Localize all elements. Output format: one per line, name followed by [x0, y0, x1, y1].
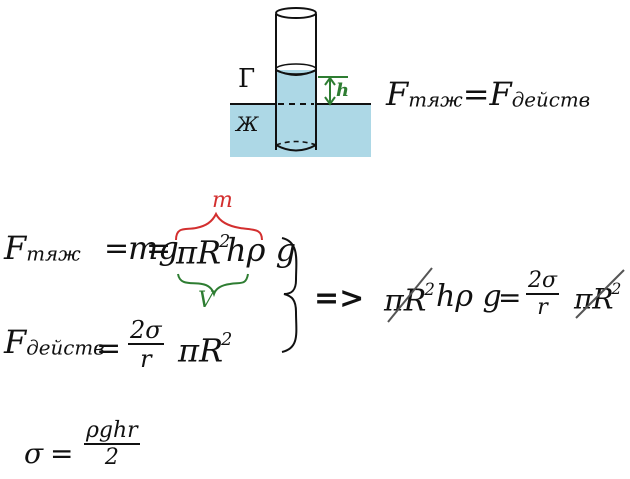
result-eq: = — [498, 281, 522, 314]
tube-liquid-column — [276, 70, 316, 148]
surface-lhs-symbol: F — [4, 323, 27, 361]
height-label: h — [336, 80, 350, 101]
final-lhs: σ — [24, 437, 44, 470]
gravity-power: 2 — [219, 232, 231, 252]
surface-den: r — [140, 345, 152, 373]
balance-right: F — [489, 75, 512, 113]
gravity-lhs-symbol: F — [4, 229, 27, 267]
result-pi-r-right-text: πR — [574, 282, 614, 316]
balance-equation: Fтяж=Fдейств — [386, 78, 590, 110]
surface-pi-r-text: πR — [178, 331, 224, 370]
balance-equals: = — [462, 75, 490, 113]
result-mid: hρ g — [436, 279, 502, 314]
gravity-mg: mg — [128, 229, 179, 267]
result-num: 2σ — [526, 268, 560, 295]
gravity-eq1: = — [104, 231, 130, 266]
brace-bottom-label: V — [198, 288, 214, 313]
result-den: r — [537, 295, 548, 320]
surface-fraction: 2σ r — [128, 318, 164, 371]
gas-label: Г — [238, 64, 256, 94]
tube-top-ellipse — [275, 7, 317, 19]
result-pi-r-left-text: πR — [384, 283, 427, 319]
surface-lhs: Fдейств — [4, 326, 105, 358]
gravity-pi-r-text: πR — [176, 233, 222, 272]
surface-pi-r: πR2 — [178, 330, 233, 370]
final-fraction: ρghr 2 — [84, 420, 140, 469]
height-arrow-head-top — [324, 76, 336, 86]
result-implies: => — [314, 281, 365, 316]
result-pi-r-left: πR2 — [384, 280, 435, 319]
balance-left-sub: тяж — [408, 88, 463, 112]
result-pi-r-right: πR2 — [574, 280, 622, 316]
gravity-rest: hρ g — [226, 231, 297, 269]
final-num: ρghr — [84, 418, 140, 445]
result-fraction: 2σ r — [526, 268, 560, 320]
surface-num: 2σ — [128, 316, 164, 345]
brace-top-label: m — [212, 188, 233, 213]
balance-left: F — [386, 75, 409, 113]
final-den: 2 — [104, 445, 119, 470]
surface-power: 2 — [221, 330, 233, 350]
tube-bottom-dashed — [275, 140, 317, 146]
meniscus-top — [275, 63, 317, 75]
result-power-right: 2 — [611, 280, 622, 298]
final-eq: = — [50, 437, 74, 470]
liquid-label: Ж — [236, 112, 259, 136]
balance-right-sub: действ — [511, 88, 591, 112]
gravity-lhs-sub: тяж — [26, 242, 81, 266]
height-arrow-head-bottom — [324, 96, 336, 106]
surface-eq: = — [96, 331, 122, 366]
gravity-lhs: Fтяж — [4, 232, 81, 264]
gravity-eq2: = — [146, 231, 172, 266]
surface-lhs-sub: действ — [26, 336, 105, 360]
result-power-left: 2 — [424, 280, 435, 299]
tube-bottom-solid — [275, 144, 317, 152]
gravity-pi-r: πR2 — [176, 232, 231, 272]
